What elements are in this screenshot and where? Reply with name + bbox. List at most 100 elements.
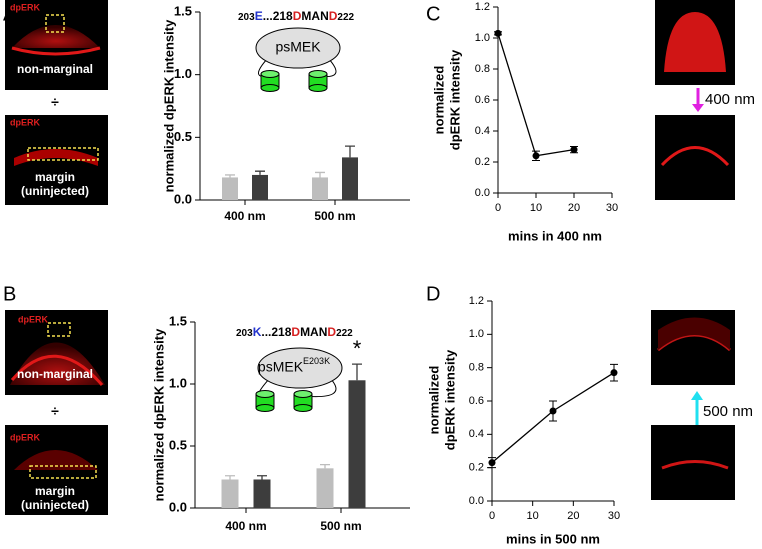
y-axis-title: normalized dpERK intensity [161, 19, 176, 192]
y-tick-label: 1.2 [469, 295, 484, 307]
x-axis-title: mins in 400 nm [508, 228, 602, 243]
sequence-part: 203 [236, 328, 253, 339]
margin-band [11, 46, 101, 56]
error-bar [225, 475, 235, 480]
image [655, 115, 735, 200]
y-tick-label: 0.2 [475, 156, 490, 168]
bar [253, 479, 271, 508]
bar [316, 468, 334, 508]
y-tick-label: 0.5 [174, 129, 192, 144]
line [497, 33, 575, 157]
protein [255, 27, 341, 69]
image-label: margin [35, 170, 75, 184]
arrow-label: 500 nm [703, 403, 753, 420]
sequence-part: ...218 [263, 9, 293, 23]
embryo [14, 149, 98, 166]
helix-top [255, 390, 275, 398]
sequence-part: D [291, 325, 300, 339]
y-axis-title: dpERK intensity [447, 49, 462, 150]
bar [221, 479, 239, 508]
y-tick-label: 0.0 [469, 495, 484, 507]
bar [222, 177, 238, 200]
image-label: dpERK [18, 314, 48, 324]
helix-top [260, 70, 280, 78]
point [532, 152, 540, 160]
significance: * [353, 336, 362, 361]
image-label: ÷ [51, 94, 59, 110]
y-axis-title: normalized [431, 66, 446, 135]
y-tick-label: 0.4 [475, 125, 490, 137]
image-label: dpERK [10, 117, 40, 127]
x-tick-label: 500 nm [320, 519, 361, 533]
helix-bottom [260, 84, 280, 92]
point [570, 146, 578, 154]
micrographs [5, 0, 735, 515]
error-bar [352, 363, 362, 381]
y-tick-label: 1.2 [475, 1, 490, 13]
helix-top [308, 70, 328, 78]
error-bar [315, 171, 325, 178]
embryo [10, 342, 105, 385]
sequence-part: 222 [336, 328, 353, 339]
y-tick-label: 1.5 [174, 3, 192, 18]
helix-bottom [308, 84, 328, 92]
y-tick-label: 1.5 [169, 313, 187, 328]
sequence: 203E...218DMAND222 [238, 9, 355, 23]
roi [29, 465, 97, 479]
x-tick-label: 0 [489, 510, 495, 522]
x-tick-label: 20 [567, 510, 579, 522]
x-tick-label: 30 [606, 202, 618, 214]
sequence-part: MAN [301, 9, 328, 23]
image-label: (uninjected) [21, 498, 89, 512]
x-tick-label: 500 nm [314, 209, 355, 223]
error-bar [320, 463, 330, 469]
error-bar [345, 145, 355, 158]
panel-label: C [426, 3, 440, 25]
arrowhead [691, 391, 703, 400]
panel-label: B [3, 283, 16, 305]
x-tick-label: 400 nm [225, 519, 266, 533]
embryo [664, 12, 726, 72]
margin-band [660, 146, 730, 167]
helix-bottom [255, 404, 275, 412]
y-axis-title: normalized [426, 366, 441, 435]
arrow-label: 400 nm [705, 91, 755, 108]
sequence-part: ...218 [261, 325, 291, 339]
bar [348, 380, 366, 508]
sequence: 203K...218DMAND222 [236, 325, 353, 339]
sequence-part: MAN [300, 325, 327, 339]
sequence-part: D [327, 325, 336, 339]
protein-label: psMEK [275, 39, 321, 55]
point [488, 459, 496, 467]
y-tick-label: 0.8 [469, 362, 484, 374]
bar [252, 174, 268, 200]
x-tick-label: 30 [608, 510, 620, 522]
sequence-part: K [253, 325, 262, 339]
y-tick-label: 0.4 [469, 428, 484, 440]
x-tick-label: 10 [530, 202, 542, 214]
x-tick-label: 400 nm [224, 209, 265, 223]
error-bar [225, 174, 235, 178]
y-tick-label: 1.0 [469, 328, 484, 340]
embryo [14, 450, 98, 470]
sequence-part: D [329, 9, 338, 23]
roi [45, 14, 65, 33]
point [494, 29, 502, 37]
point [549, 407, 557, 415]
margin-band [10, 354, 104, 386]
image-label: dpERK [10, 432, 40, 442]
image-label: non-marginal [17, 62, 93, 76]
image-label: ÷ [51, 403, 59, 419]
y-tick-label: 1.0 [174, 66, 192, 81]
y-tick-label: 0.0 [169, 499, 187, 514]
y-tick-label: 1.0 [475, 32, 490, 44]
image-label: margin [35, 484, 75, 498]
protein-superscript: E203K [303, 356, 330, 366]
helix-top [293, 390, 313, 398]
y-tick-label: 0.0 [475, 187, 490, 199]
x-tick-label: 10 [527, 510, 539, 522]
y-tick-label: 0.6 [475, 94, 490, 106]
image-label: non-marginal [17, 367, 93, 381]
error-bar [255, 170, 265, 175]
sequence-part: 203 [238, 12, 255, 23]
